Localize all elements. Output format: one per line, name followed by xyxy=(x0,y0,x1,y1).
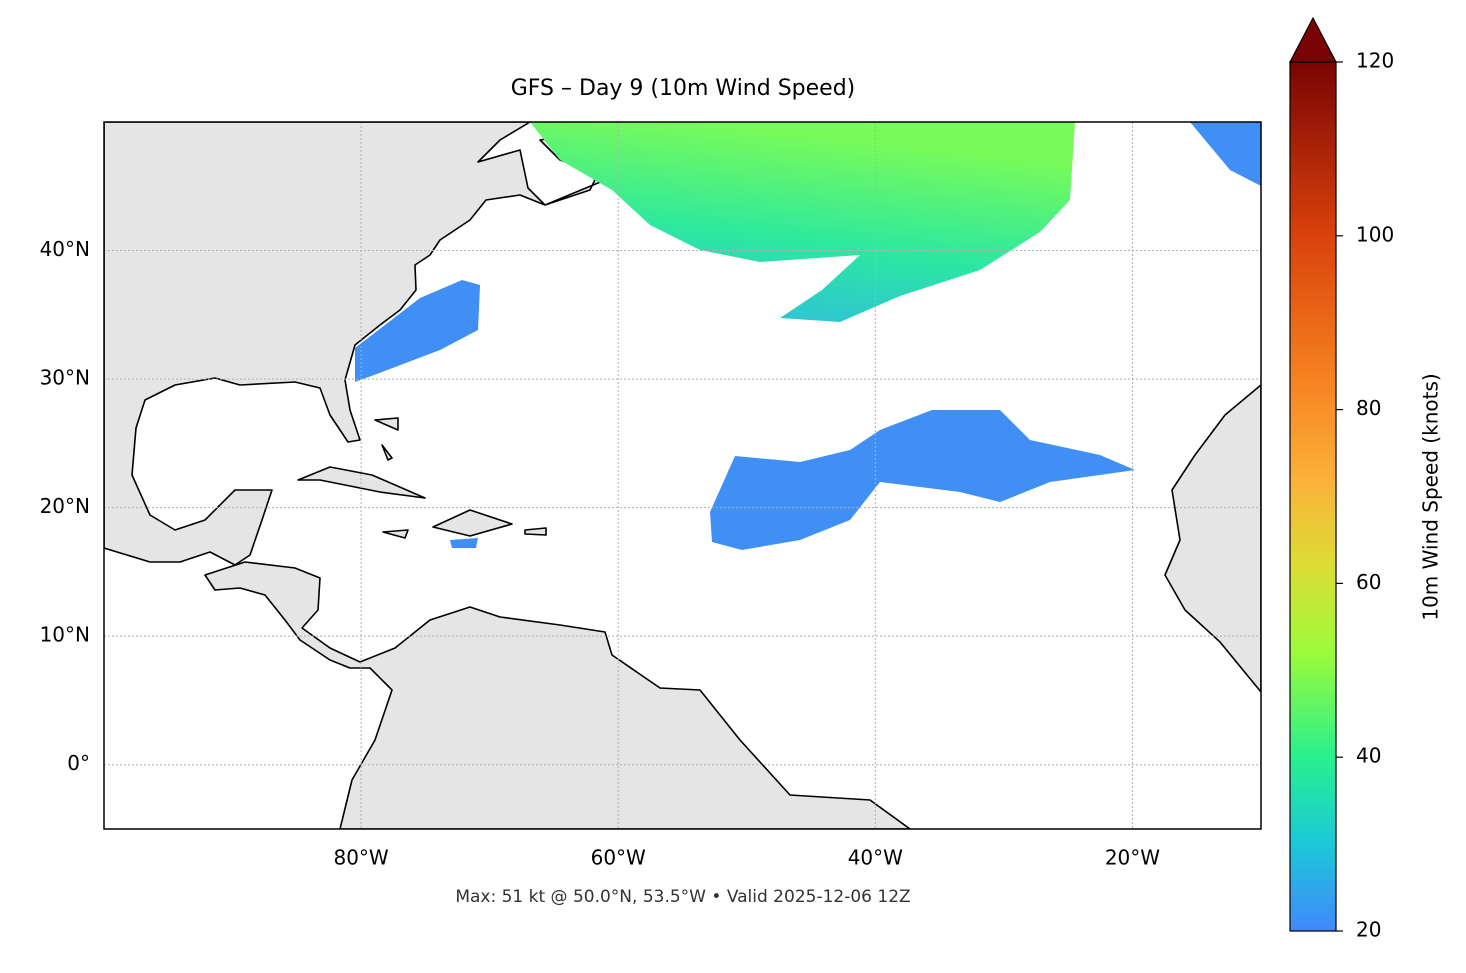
wind-area xyxy=(530,122,1075,322)
grid xyxy=(104,122,1261,829)
colorbar-extend xyxy=(1289,16,1337,63)
colorbar-tick-label: 40 xyxy=(1356,744,1381,768)
wind-area xyxy=(355,280,480,382)
bahamas xyxy=(374,417,399,461)
colorbar-label: 10m Wind Speed (knots) xyxy=(1419,373,1443,620)
footer: Max: 51 kt @ 50.0°N, 53.5°W • Valid 2025… xyxy=(455,887,910,907)
colorbar-tick-label: 120 xyxy=(1356,49,1394,73)
y-tick-label: 30°N xyxy=(40,366,90,390)
x-tick-label: 20°W xyxy=(1105,846,1160,870)
map-frame xyxy=(103,121,1262,830)
x-tick-label: 60°W xyxy=(591,846,646,870)
hispaniola xyxy=(432,509,513,537)
y-tick-label: 20°N xyxy=(40,494,90,518)
colorbar xyxy=(1289,61,1337,932)
puerto-rico xyxy=(524,527,547,536)
colorbar-tick-label: 60 xyxy=(1356,570,1381,594)
jamaica xyxy=(382,529,409,539)
colorbar-tick-label: 100 xyxy=(1356,222,1394,246)
x-tick-label: 40°W xyxy=(848,846,903,870)
map-area xyxy=(104,122,1261,829)
x-tick-label: 80°W xyxy=(333,846,388,870)
y-tick-label: 0° xyxy=(67,751,90,775)
wind-area xyxy=(710,410,1135,550)
chart-title: GFS – Day 9 (10m Wind Speed) xyxy=(511,76,856,101)
colorbar-tick-label: 80 xyxy=(1356,396,1381,420)
wind-area xyxy=(450,538,478,548)
central-south-america xyxy=(204,561,911,829)
y-tick-label: 10°N xyxy=(40,623,90,647)
colorbar-tick-label: 20 xyxy=(1356,918,1381,942)
africa xyxy=(1164,384,1261,693)
y-tick-label: 40°N xyxy=(40,237,90,261)
wind-area xyxy=(1190,122,1261,186)
